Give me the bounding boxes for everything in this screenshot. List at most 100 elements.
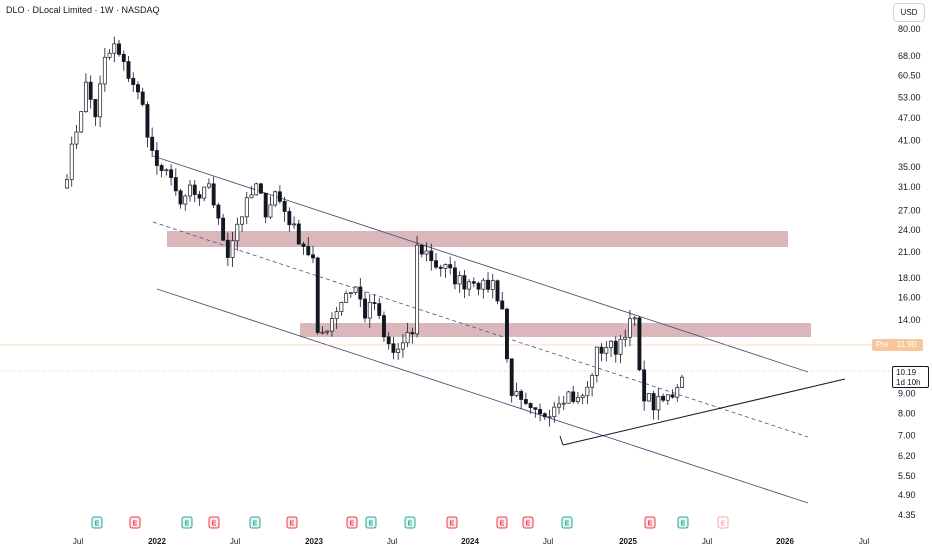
- candle[interactable]: [665, 394, 670, 406]
- candle[interactable]: [675, 384, 680, 403]
- candle[interactable]: [296, 219, 301, 245]
- candle[interactable]: [391, 336, 396, 360]
- candle[interactable]: [637, 316, 642, 372]
- candle[interactable]: [533, 407, 538, 418]
- earnings-marker[interactable]: E: [91, 516, 103, 529]
- candle[interactable]: [419, 244, 424, 258]
- candle[interactable]: [88, 75, 93, 109]
- candle[interactable]: [514, 382, 519, 398]
- candle[interactable]: [244, 191, 249, 225]
- candle[interactable]: [339, 301, 344, 316]
- candle[interactable]: [325, 330, 330, 335]
- candle[interactable]: [183, 194, 188, 211]
- candle[interactable]: [363, 291, 367, 323]
- candle[interactable]: [538, 403, 543, 422]
- candle[interactable]: [528, 402, 533, 415]
- candle[interactable]: [467, 279, 472, 297]
- candle[interactable]: [197, 190, 202, 206]
- candle[interactable]: [628, 309, 632, 347]
- candle[interactable]: [235, 217, 240, 251]
- earnings-marker[interactable]: E: [346, 516, 358, 529]
- candle[interactable]: [646, 392, 651, 402]
- candle[interactable]: [83, 73, 88, 113]
- channel-lower-line[interactable]: [156, 288, 809, 504]
- candle[interactable]: [344, 290, 349, 303]
- candle[interactable]: [519, 389, 524, 410]
- earnings-marker[interactable]: E: [717, 516, 729, 529]
- candle[interactable]: [594, 346, 599, 383]
- candle[interactable]: [500, 291, 505, 310]
- candle[interactable]: [287, 207, 292, 232]
- candle[interactable]: [623, 329, 628, 347]
- earnings-marker[interactable]: E: [446, 516, 458, 529]
- candle[interactable]: [315, 256, 320, 335]
- candle[interactable]: [249, 186, 254, 199]
- candle[interactable]: [192, 180, 197, 203]
- candle[interactable]: [415, 235, 420, 338]
- candle[interactable]: [604, 341, 609, 362]
- candle[interactable]: [609, 340, 613, 358]
- candle[interactable]: [112, 36, 117, 63]
- candle[interactable]: [382, 311, 386, 342]
- candle[interactable]: [277, 185, 282, 204]
- candle[interactable]: [424, 242, 429, 262]
- candle[interactable]: [486, 272, 490, 293]
- candle[interactable]: [65, 173, 69, 189]
- candle[interactable]: [557, 396, 561, 415]
- candle[interactable]: [102, 48, 107, 92]
- candle[interactable]: [140, 87, 145, 107]
- candle[interactable]: [367, 294, 372, 329]
- candle[interactable]: [509, 358, 514, 403]
- candle[interactable]: [164, 168, 169, 176]
- candle[interactable]: [443, 263, 448, 278]
- earnings-marker[interactable]: E: [404, 516, 416, 529]
- candle[interactable]: [206, 178, 211, 190]
- candle[interactable]: [632, 315, 637, 327]
- candle[interactable]: [169, 164, 174, 186]
- support-trend-line-left-leg[interactable]: [559, 435, 564, 446]
- support-trend-line[interactable]: [562, 378, 846, 446]
- resistance-zone-lower[interactable]: [300, 323, 811, 337]
- candle[interactable]: [98, 75, 103, 128]
- candle[interactable]: [74, 124, 79, 150]
- candle[interactable]: [400, 334, 405, 358]
- candle[interactable]: [107, 49, 112, 60]
- resistance-zone-upper[interactable]: [167, 231, 788, 247]
- candle[interactable]: [410, 327, 415, 344]
- candle[interactable]: [329, 312, 334, 337]
- candle[interactable]: [353, 286, 358, 295]
- candle[interactable]: [599, 343, 604, 362]
- candle[interactable]: [580, 393, 585, 404]
- candle[interactable]: [481, 277, 486, 299]
- candle[interactable]: [154, 141, 159, 175]
- candle[interactable]: [670, 389, 675, 399]
- price-axis[interactable]: 80.00 68.00 60.50 53.00 47.00 41.00 35.00 31.00…: [898, 24, 921, 520]
- candle[interactable]: [405, 322, 410, 348]
- earnings-marker[interactable]: E: [496, 516, 508, 529]
- candle[interactable]: [462, 270, 467, 299]
- candle[interactable]: [651, 390, 656, 420]
- earnings-marker[interactable]: E: [181, 516, 193, 529]
- candle[interactable]: [273, 190, 278, 207]
- candle[interactable]: [348, 292, 353, 298]
- candle[interactable]: [230, 231, 235, 267]
- candle[interactable]: [131, 72, 136, 93]
- time-axis[interactable]: Jul 2022 Jul 2023 Jul 2024 Jul 2025 Jul 2026 Jul: [73, 537, 869, 546]
- candle[interactable]: [552, 401, 557, 423]
- candle[interactable]: [495, 279, 500, 305]
- candle[interactable]: [386, 331, 391, 350]
- candle[interactable]: [358, 278, 363, 308]
- candle[interactable]: [254, 182, 259, 196]
- candle[interactable]: [173, 168, 178, 196]
- candle[interactable]: [396, 342, 401, 360]
- channel-middle-line[interactable]: [152, 221, 809, 438]
- candle[interactable]: [448, 256, 453, 275]
- candle[interactable]: [216, 202, 221, 225]
- candle[interactable]: [150, 127, 155, 157]
- earnings-marker[interactable]: E: [129, 516, 141, 529]
- candle[interactable]: [121, 50, 126, 71]
- candle[interactable]: [240, 216, 244, 233]
- candle[interactable]: [471, 277, 476, 288]
- candle[interactable]: [613, 336, 618, 363]
- candle[interactable]: [221, 213, 226, 241]
